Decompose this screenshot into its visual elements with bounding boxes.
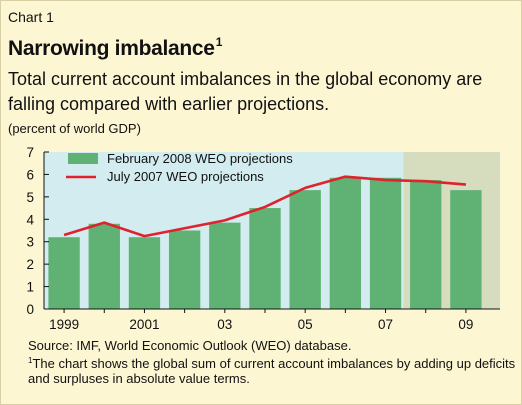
y-tick-label: 1	[26, 280, 34, 295]
y-tick-label: 7	[26, 145, 34, 160]
chart-notes: Source: IMF, World Economic Outlook (WEO…	[28, 338, 518, 386]
legend-swatch-bar	[68, 153, 98, 164]
x-tick-label: 03	[217, 317, 232, 332]
y-tick-label: 4	[26, 212, 34, 227]
bar-2002	[168, 230, 201, 309]
chart-subtitle: Total current account imbalances in the …	[8, 69, 483, 114]
legend-label-bar: February 2008 WEO projections	[107, 151, 293, 166]
x-tick-label: 2001	[129, 317, 159, 332]
bar-2003	[209, 222, 241, 309]
chart-title-text: Narrowing imbalance	[8, 37, 215, 60]
legend-label-line: July 2007 WEO projections	[107, 169, 264, 184]
series-line-july-2007	[63, 175, 467, 238]
bar-2004	[249, 208, 281, 309]
y-tick-label: 6	[26, 167, 34, 182]
bar-1999	[48, 237, 80, 309]
bar-2005	[289, 190, 321, 309]
footnote: 1The chart shows the global sum of curre…	[28, 353, 518, 386]
y-tick-label: 2	[26, 257, 34, 272]
x-tick-label: 07	[378, 317, 393, 332]
legend: February 2008 WEO projections July 2007 …	[66, 151, 293, 184]
x-tick-label: 1999	[49, 317, 79, 332]
bar-2001	[128, 237, 161, 309]
footnote-text: The chart shows the global sum of curren…	[28, 356, 516, 386]
x-tick-label: 05	[298, 317, 313, 332]
chart-title: Narrowing imbalance1	[8, 35, 222, 61]
bar-2007	[369, 177, 402, 309]
chart-svg: 0 1 2 3 4 5 6 7 1999 2001 03 05 07 09 February 2008 W…	[26, 145, 500, 332]
y-tick-label: 5	[26, 190, 34, 205]
bar-2008	[410, 180, 442, 309]
footnote-marker: 1	[28, 356, 33, 365]
bar-2006	[329, 177, 362, 309]
source-note: Source: IMF, World Economic Outlook (WEO…	[28, 338, 352, 353]
y-tick-label: 0	[26, 302, 34, 317]
bar-2009	[450, 190, 482, 309]
y-tick-label: 3	[26, 235, 34, 250]
bar-2000	[88, 223, 120, 309]
chart-label: Chart 1	[8, 9, 54, 25]
y-axis-unit: (percent of world GDP)	[8, 121, 141, 136]
x-tick-label: 09	[458, 317, 473, 332]
title-footnote-marker: 1	[215, 35, 223, 49]
